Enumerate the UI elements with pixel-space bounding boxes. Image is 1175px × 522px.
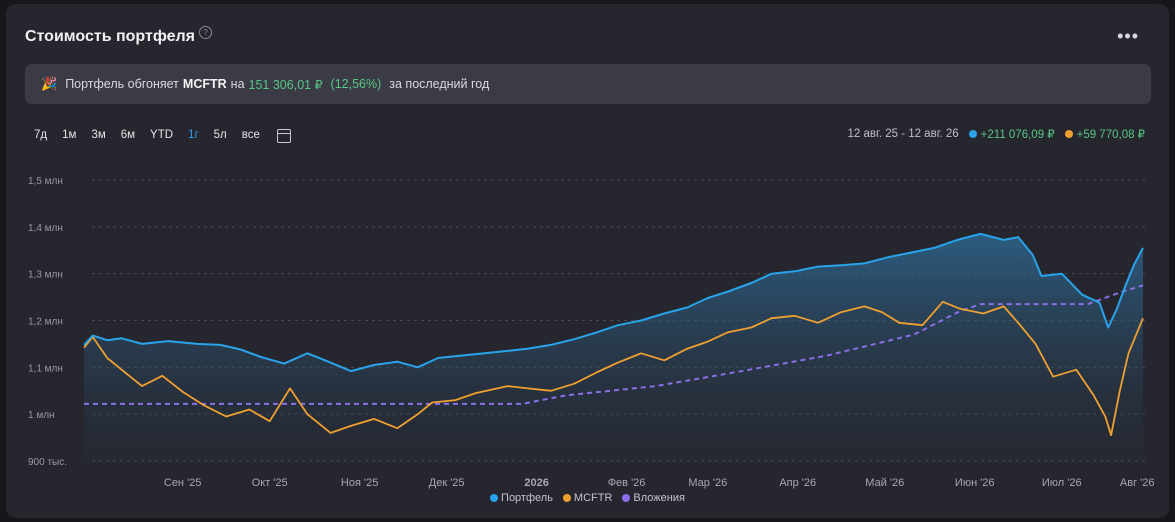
banner-benchmark: MCFTR	[182, 77, 227, 91]
title-text: Стоимость портфеля	[25, 28, 196, 45]
calendar-icon[interactable]	[276, 129, 291, 143]
chart-legend: Портфель MCFTR Вложения	[6, 492, 1169, 504]
range-7d-button[interactable]: 7д	[34, 129, 48, 141]
x-tick-label: Дек '25	[429, 477, 465, 489]
x-tick-label: Июл '26	[1042, 477, 1082, 489]
x-tick-label: Апр '26	[779, 477, 816, 489]
y-tick-label: 1,2 млн	[28, 317, 63, 328]
legend-investments-dot-icon	[622, 494, 631, 502]
portfolio-area	[84, 233, 1143, 461]
more-options-icon[interactable]: •••	[1117, 26, 1139, 46]
legend-mcftr-dot-icon	[562, 494, 571, 502]
mcftr-dot-icon	[1064, 130, 1073, 138]
portfolio-change: +211 076,09 ₽	[980, 129, 1055, 141]
x-tick-label: Окт '25	[252, 477, 288, 489]
legend-label: Портфель	[501, 492, 553, 504]
banner-percent: (12,56%)	[330, 77, 382, 91]
banner-text-before: Портфель обгоняет	[65, 77, 179, 91]
banner-text-after: за последний год	[389, 77, 490, 91]
range-5y-button[interactable]: 5л	[213, 129, 227, 141]
help-icon[interactable]: ?	[199, 25, 213, 39]
x-tick-label: Мар '26	[688, 477, 727, 489]
range-all-button[interactable]: все	[241, 129, 260, 141]
y-tick-label: 1,4 млн	[28, 223, 63, 234]
y-tick-label: 900 тыс.	[28, 457, 67, 468]
portfolio-line	[83, 232, 1144, 373]
range-1y-button[interactable]: 1г	[188, 129, 199, 141]
y-tick-label: 1,1 млн	[28, 363, 63, 374]
banner-amount: 151 306,01 ₽	[248, 77, 323, 92]
party-icon: 🎉	[41, 76, 58, 91]
x-tick-label: Июн '26	[955, 477, 995, 489]
banner-text-mid: на	[230, 77, 245, 91]
range-1m-button[interactable]: 1м	[62, 129, 77, 141]
legend-item-mcftr[interactable]: MCFTR	[562, 492, 613, 504]
legend-item-portfolio[interactable]: Портфель	[490, 492, 553, 504]
legend-label: Вложения	[633, 492, 685, 504]
range-6m-button[interactable]: 6м	[120, 129, 136, 141]
x-tick-label: Май '26	[865, 477, 904, 489]
x-tick-label: Сен '25	[164, 477, 202, 489]
range-selector: 7д 1м 3м 6м YTD 1г 5л все	[28, 127, 291, 143]
y-tick-label: 1 млн	[28, 410, 55, 421]
y-tick-label: 1,3 млн	[28, 270, 63, 281]
portfolio-dot-icon	[968, 130, 977, 138]
y-tick-label: 1,5 млн	[28, 176, 63, 187]
page-title: Стоимость портфеля ?	[25, 25, 213, 46]
x-tick-label: Ноя '25	[341, 477, 378, 489]
legend-portfolio-dot-icon	[490, 494, 499, 502]
legend-label: MCFTR	[573, 492, 613, 504]
x-tick-label: Фев '26	[608, 477, 646, 489]
period-summary: 12 авг. 25 - 12 авг. 26 +211 076,09 ₽ +5…	[848, 127, 1145, 141]
range-3m-button[interactable]: 3м	[91, 129, 106, 141]
x-tick-label: 2026	[524, 477, 548, 489]
x-tick-label: Авг '26	[1120, 477, 1155, 489]
range-ytd-button[interactable]: YTD	[150, 129, 174, 141]
period-label: 12 авг. 25 - 12 авг. 26	[847, 128, 959, 140]
mcftr-change: +59 770,08 ₽	[1076, 129, 1145, 141]
portfolio-card: Стоимость портфеля ? ••• 🎉 Портфель обго…	[6, 4, 1169, 518]
portfolio-chart[interactable]: 1,5 млн 1,4 млн 1,3 млн 1,2 млн 1,1 млн 1 млн…	[6, 4, 1169, 518]
mcftr-line	[83, 300, 1144, 437]
legend-item-investments[interactable]: Вложения	[622, 492, 685, 504]
benchmark-banner: 🎉 Портфель обгоняет MCFTR на 151 306,01 …	[25, 64, 1151, 104]
